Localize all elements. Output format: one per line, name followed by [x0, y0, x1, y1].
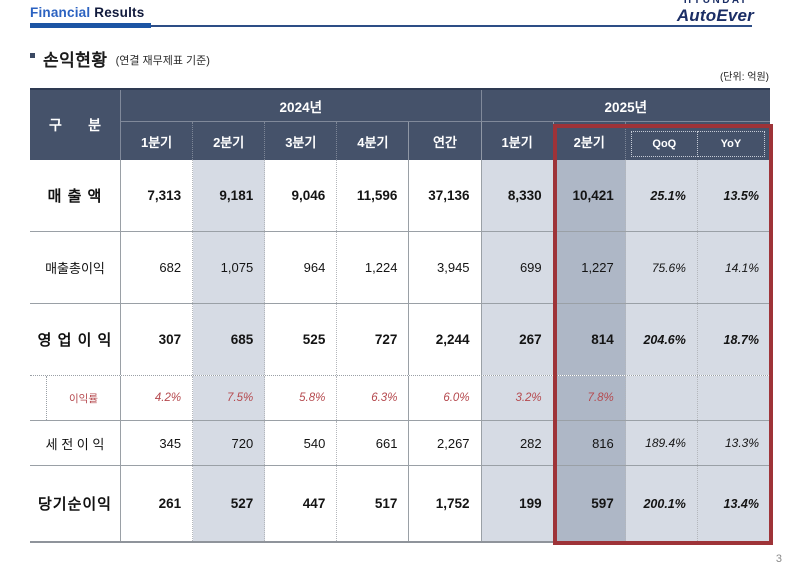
table-row-revenue: 매 출 액 7,313 9,181 9,046 11,596 37,136 8,…	[30, 160, 770, 232]
yoy-label-box: YoY	[697, 131, 765, 157]
col-header-2025-q1: 1분기	[482, 122, 554, 160]
table-cell: 727	[337, 304, 410, 375]
table-cell: 18.7%	[697, 304, 770, 375]
table-cell: 11,596	[337, 160, 410, 231]
table-cell: 5.8%	[265, 376, 338, 420]
section-subtitle: (연결 재무제표 기준)	[115, 54, 210, 67]
table-cell: 9,181	[193, 160, 266, 231]
page-title: Financial Results	[30, 5, 144, 20]
table-cell: 1,752	[409, 466, 482, 541]
autoever-wordmark: AutoEver	[676, 5, 754, 25]
table-cell	[697, 376, 770, 420]
table-row-net-profit: 당기순이익 261 527 447 517 1,752 199 597 200.…	[30, 466, 770, 543]
year-header-2025: 2025년	[481, 90, 770, 122]
corner-left: 구	[49, 117, 62, 133]
table-cell	[625, 376, 698, 420]
col-header-2025-q2: 2분기	[554, 122, 626, 160]
col-header-2024-q2: 2분기	[193, 122, 266, 160]
table-cell: 189.4%	[625, 421, 698, 465]
table-row-operating-profit: 영 업 이 익 307 685 525 727 2,244 267 814 20…	[30, 304, 770, 376]
col-header-2024-q3: 3분기	[265, 122, 338, 160]
table-cell: 3,945	[409, 232, 482, 303]
table-row-pretax-profit: 세 전 이 익 345 720 540 661 2,267 282 816 18…	[30, 421, 770, 466]
table-cell: 75.6%	[625, 232, 698, 303]
table-cell: 282	[481, 421, 554, 465]
table-cell: 527	[193, 466, 266, 541]
table-cell: 517	[337, 466, 410, 541]
table-cell: 6.3%	[337, 376, 410, 420]
table-row-gross-profit: 매출총이익 682 1,075 964 1,224 3,945 699 1,22…	[30, 232, 770, 304]
company-logo: HYUNDAI AutoEver	[677, 0, 754, 24]
table-cell: 2,244	[409, 304, 482, 375]
table-cell: 14.1%	[697, 232, 770, 303]
table-cell: 2,267	[409, 421, 482, 465]
row-label-operating-profit: 영 업 이 익	[30, 304, 121, 375]
row-label-net-profit: 당기순이익	[30, 466, 121, 541]
income-statement-table: 구 분 2024년 2025년 1분기 2분기 3분기 4분기 연간 1분기 2…	[30, 88, 773, 545]
row-label-profit-margin: 이익률	[30, 376, 121, 420]
table-cell: 1,224	[337, 232, 410, 303]
page-number: 3	[775, 553, 782, 565]
table-cell: 7.5%	[193, 376, 266, 420]
table-cell: 814	[553, 304, 626, 375]
table-cell: 597	[553, 466, 626, 541]
col-header-2024-q1: 1분기	[121, 122, 194, 160]
table-cell: 307	[121, 304, 194, 375]
page-title-results: Results	[90, 5, 145, 20]
table-row-profit-margin: 이익률 4.2% 7.5% 5.8% 6.3% 6.0% 3.2% 7.8%	[30, 376, 770, 421]
table-cell: 25.1%	[625, 160, 698, 231]
table-header: 구 분 2024년 2025년 1분기 2분기 3분기 4분기 연간 1분기 2…	[30, 90, 770, 160]
table-cell: 682	[121, 232, 194, 303]
table-cell: 1,075	[193, 232, 266, 303]
table-cell: 10,421	[553, 160, 626, 231]
row-label-pretax-profit: 세 전 이 익	[30, 421, 121, 465]
section-title: 손익현황	[43, 51, 108, 70]
table-cell: 345	[121, 421, 194, 465]
table-cell: 7.8%	[553, 376, 626, 420]
table-cell: 8,330	[481, 160, 554, 231]
table-cell: 6.0%	[409, 376, 482, 420]
table-cell: 699	[481, 232, 554, 303]
title-underline-thick	[30, 23, 151, 28]
page-title-financial: Financial	[30, 5, 91, 20]
table-cell: 37,136	[409, 160, 482, 231]
table-cell: 267	[481, 304, 554, 375]
table-cell: 447	[265, 466, 338, 541]
table-cell: 816	[553, 421, 626, 465]
year-header-2024: 2024년	[121, 90, 482, 122]
hyundai-wordmark: HYUNDAI	[683, 0, 747, 6]
corner-right: 분	[88, 117, 101, 133]
table-cell: 13.3%	[697, 421, 770, 465]
table-cell: 661	[337, 421, 410, 465]
table-cell: 525	[265, 304, 338, 375]
title-underline-thin	[30, 25, 752, 27]
qoq-label-box: QoQ	[630, 131, 698, 157]
table-cell: 7,313	[121, 160, 194, 231]
table-cell: 685	[193, 304, 266, 375]
row-label-revenue: 매 출 액	[30, 160, 121, 231]
section-header: 손익현황 (연결 재무제표 기준)	[30, 46, 210, 71]
col-header-qoq: QoQ	[626, 122, 698, 160]
col-header-yoy: YoY	[697, 122, 770, 160]
col-header-2024-annual: 연간	[409, 122, 482, 160]
unit-note: (단위: 억원)	[719, 72, 769, 83]
table-cell: 13.4%	[697, 466, 770, 541]
table-cell: 199	[481, 466, 554, 541]
section-bullet-icon	[30, 53, 35, 58]
table-cell: 204.6%	[625, 304, 698, 375]
profit-margin-label-box: 이익률	[46, 376, 120, 420]
table-cell: 720	[193, 421, 266, 465]
table-cell: 9,046	[265, 160, 338, 231]
table-cell: 200.1%	[625, 466, 698, 541]
table-cell: 13.5%	[697, 160, 770, 231]
table-cell: 4.2%	[121, 376, 194, 420]
table-cell: 1,227	[553, 232, 626, 303]
table-cell: 3.2%	[481, 376, 554, 420]
row-label-gross-profit: 매출총이익	[30, 232, 121, 303]
table-cell: 964	[265, 232, 338, 303]
col-header-2024-q4: 4분기	[337, 122, 410, 160]
corner-header-gubun: 구 분	[30, 90, 121, 160]
table-cell: 540	[265, 421, 338, 465]
table-cell: 261	[121, 466, 194, 541]
